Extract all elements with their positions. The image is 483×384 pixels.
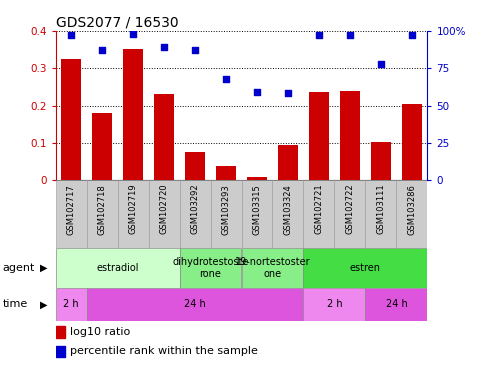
- Bar: [216, 166, 236, 180]
- Bar: [180, 248, 242, 288]
- Text: 2 h: 2 h: [63, 299, 79, 310]
- Text: 24 h: 24 h: [385, 299, 407, 310]
- Text: dihydrotestoste
rone: dihydrotestoste rone: [172, 257, 249, 279]
- Bar: [211, 180, 242, 248]
- Bar: [56, 326, 65, 338]
- Point: [346, 32, 354, 38]
- Text: GSM102722: GSM102722: [345, 184, 355, 235]
- Bar: [117, 180, 149, 248]
- Bar: [242, 180, 272, 248]
- Bar: [86, 180, 117, 248]
- Text: percentile rank within the sample: percentile rank within the sample: [71, 346, 258, 356]
- Text: GSM102719: GSM102719: [128, 184, 138, 235]
- Bar: [123, 50, 143, 180]
- Bar: [61, 59, 81, 180]
- Point: [315, 32, 323, 38]
- Point: [377, 61, 385, 67]
- Text: ▶: ▶: [40, 299, 47, 310]
- Bar: [303, 248, 427, 288]
- Text: GSM102720: GSM102720: [159, 184, 169, 235]
- Text: 2 h: 2 h: [327, 299, 342, 310]
- Bar: [366, 288, 427, 321]
- Bar: [272, 180, 303, 248]
- Text: estren: estren: [350, 263, 381, 273]
- Text: ▶: ▶: [40, 263, 47, 273]
- Text: time: time: [2, 299, 28, 310]
- Point: [222, 76, 230, 82]
- Text: GSM102717: GSM102717: [67, 184, 75, 235]
- Bar: [303, 180, 334, 248]
- Bar: [366, 180, 397, 248]
- Point: [284, 90, 292, 96]
- Text: 19-nortestoster
one: 19-nortestoster one: [235, 257, 310, 279]
- Bar: [185, 152, 205, 180]
- Bar: [56, 346, 65, 357]
- Bar: [303, 288, 366, 321]
- Bar: [309, 93, 329, 180]
- Text: GSM103292: GSM103292: [190, 184, 199, 235]
- Bar: [56, 180, 86, 248]
- Bar: [180, 180, 211, 248]
- Text: GSM103315: GSM103315: [253, 184, 261, 235]
- Point: [98, 47, 106, 53]
- Text: agent: agent: [2, 263, 35, 273]
- Point: [253, 89, 261, 95]
- Bar: [397, 180, 427, 248]
- Text: GSM102721: GSM102721: [314, 184, 324, 235]
- Bar: [149, 180, 180, 248]
- Point: [67, 32, 75, 38]
- Text: GSM103293: GSM103293: [222, 184, 230, 235]
- Bar: [402, 104, 422, 180]
- Point: [408, 32, 416, 38]
- Bar: [92, 113, 112, 180]
- Bar: [334, 180, 366, 248]
- Bar: [86, 288, 303, 321]
- Text: GSM103111: GSM103111: [376, 184, 385, 235]
- Bar: [247, 177, 267, 180]
- Text: GSM103286: GSM103286: [408, 184, 416, 235]
- Bar: [56, 248, 180, 288]
- Bar: [242, 248, 303, 288]
- Text: estradiol: estradiol: [96, 263, 139, 273]
- Bar: [340, 91, 360, 180]
- Bar: [154, 94, 174, 180]
- Text: log10 ratio: log10 ratio: [71, 327, 131, 337]
- Point: [191, 47, 199, 53]
- Point: [129, 31, 137, 37]
- Text: 24 h: 24 h: [184, 299, 206, 310]
- Text: GDS2077 / 16530: GDS2077 / 16530: [56, 16, 178, 30]
- Point: [160, 44, 168, 50]
- Bar: [371, 142, 391, 180]
- Text: GSM103324: GSM103324: [284, 184, 293, 235]
- Bar: [278, 145, 298, 180]
- Text: GSM102718: GSM102718: [98, 184, 107, 235]
- Bar: [56, 288, 86, 321]
